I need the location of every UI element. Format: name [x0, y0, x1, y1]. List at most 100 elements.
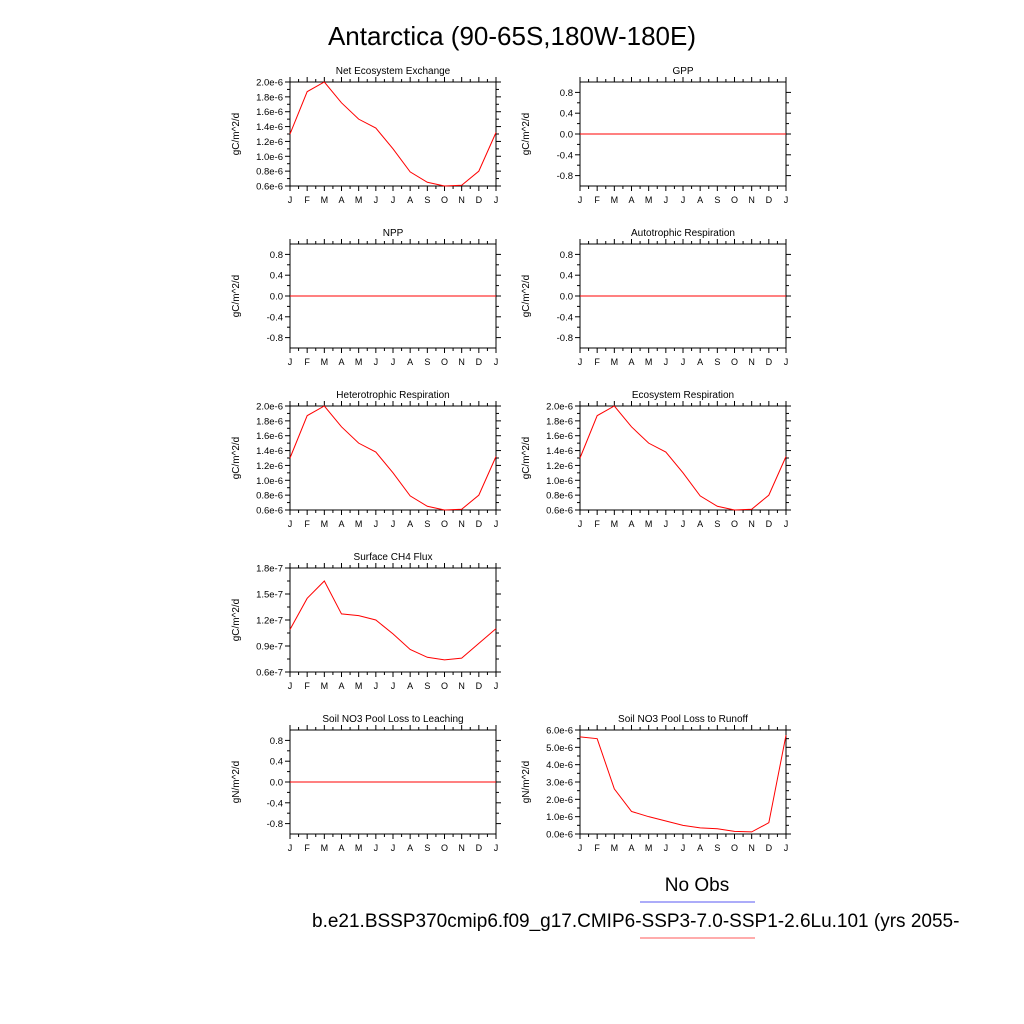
y-tick-label: 0.6e-7 [256, 668, 283, 679]
x-tick-label: A [407, 195, 413, 205]
y-tick-label: 1.0e-6 [256, 476, 283, 487]
y-axis-label: gC/m^2/d [231, 599, 242, 642]
y-tick-label: 0.9e-7 [256, 642, 283, 653]
x-tick-label: D [476, 519, 483, 529]
y-tick-label: 2.0e-6 [546, 402, 573, 413]
x-tick-label: M [355, 681, 363, 691]
x-tick-label: N [458, 195, 465, 205]
series-line [289, 81, 497, 187]
x-tick-label: J [374, 357, 379, 367]
y-axis-label: gC/m^2/d [231, 275, 242, 318]
y-tick-label: 0.8 [270, 250, 283, 261]
y-tick-label: 0.0 [560, 292, 573, 303]
y-tick-label: 5.0e-6 [546, 743, 573, 754]
x-tick-label: A [407, 519, 413, 529]
y-tick-label: 0.8 [270, 736, 283, 747]
x-tick-label: O [441, 519, 448, 529]
y-tick-label: 2.0e-6 [256, 402, 283, 413]
x-tick-label: S [424, 681, 430, 691]
x-tick-label: J [494, 519, 499, 529]
y-tick-label: 4.0e-6 [546, 760, 573, 771]
x-tick-label: M [321, 195, 329, 205]
x-tick-label: O [731, 195, 738, 205]
x-tick-label: N [748, 519, 755, 529]
x-tick-label: D [766, 357, 773, 367]
x-tick-label: A [407, 843, 413, 853]
x-tick-label: M [355, 357, 363, 367]
x-tick-label: A [628, 843, 634, 853]
y-tick-label: 1.0e-6 [256, 152, 283, 163]
x-tick-label: M [645, 357, 653, 367]
x-tick-label: S [714, 195, 720, 205]
y-tick-label: 1.5e-7 [256, 590, 283, 601]
x-tick-label: A [338, 843, 344, 853]
x-tick-label: A [338, 681, 344, 691]
x-tick-label: J [681, 519, 686, 529]
x-tick-label: J [681, 843, 686, 853]
x-tick-label: F [304, 195, 310, 205]
y-axis-label: gC/m^2/d [231, 113, 242, 156]
panel-title: NPP [383, 228, 404, 239]
panel-title: Soil NO3 Pool Loss to Leaching [322, 714, 463, 725]
y-tick-label: 1.4e-6 [546, 446, 573, 457]
x-tick-label: M [645, 195, 653, 205]
x-tick-label: O [441, 681, 448, 691]
x-tick-label: F [594, 357, 600, 367]
x-tick-label: J [664, 357, 669, 367]
x-tick-label: M [355, 843, 363, 853]
x-tick-label: J [288, 681, 293, 691]
panel-title: GPP [672, 66, 693, 77]
x-tick-label: O [731, 519, 738, 529]
x-tick-label: J [288, 843, 293, 853]
x-tick-label: J [664, 519, 669, 529]
y-tick-label: 0.8e-6 [256, 167, 283, 178]
x-tick-label: A [697, 843, 703, 853]
x-tick-label: O [441, 195, 448, 205]
x-tick-label: J [784, 195, 789, 205]
x-tick-label: M [321, 681, 329, 691]
y-tick-label: 0.6e-6 [256, 182, 283, 193]
figure-title: Antarctica (90-65S,180W-180E) [328, 21, 696, 51]
y-tick-label: 2.0e-6 [256, 78, 283, 89]
series-line [579, 735, 787, 833]
y-tick-label: -0.4 [557, 150, 573, 161]
x-tick-label: J [784, 843, 789, 853]
x-tick-label: D [476, 681, 483, 691]
y-axis-label: gN/m^2/d [521, 761, 532, 804]
y-tick-label: 1.0e-6 [546, 812, 573, 823]
x-tick-label: J [391, 357, 396, 367]
x-tick-label: S [714, 843, 720, 853]
y-tick-label: 0.4 [270, 271, 283, 282]
plot-frame [579, 729, 787, 835]
y-tick-label: 0.4 [560, 271, 573, 282]
x-tick-label: N [458, 843, 465, 853]
x-tick-label: J [288, 195, 293, 205]
y-tick-label: 1.8e-6 [256, 416, 283, 427]
x-tick-label: J [391, 519, 396, 529]
y-tick-label: 1.2e-6 [256, 137, 283, 148]
x-tick-label: J [288, 357, 293, 367]
x-tick-label: J [391, 681, 396, 691]
x-tick-label: J [784, 519, 789, 529]
y-tick-label: 0.8 [560, 88, 573, 99]
y-tick-label: -0.8 [267, 333, 283, 344]
y-tick-label: -0.8 [557, 333, 573, 344]
x-tick-label: N [458, 519, 465, 529]
x-tick-label: M [321, 357, 329, 367]
y-tick-label: -0.4 [267, 798, 283, 809]
x-tick-label: N [458, 357, 465, 367]
x-tick-label: O [441, 357, 448, 367]
y-tick-label: 1.4e-6 [256, 122, 283, 133]
y-tick-label: 1.4e-6 [256, 446, 283, 457]
y-tick-label: 1.8e-6 [256, 92, 283, 103]
x-tick-label: J [391, 195, 396, 205]
y-tick-label: -0.4 [557, 312, 573, 323]
x-tick-label: F [304, 519, 310, 529]
x-tick-label: J [391, 843, 396, 853]
plot-frame [289, 567, 497, 673]
